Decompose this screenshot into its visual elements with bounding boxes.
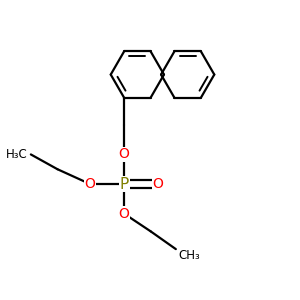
Text: O: O [153,177,164,191]
Text: O: O [85,177,95,191]
Text: O: O [118,207,130,220]
Text: H₃C: H₃C [6,148,28,161]
Text: CH₃: CH₃ [179,249,200,262]
Text: O: O [118,147,130,161]
Text: P: P [119,176,129,191]
